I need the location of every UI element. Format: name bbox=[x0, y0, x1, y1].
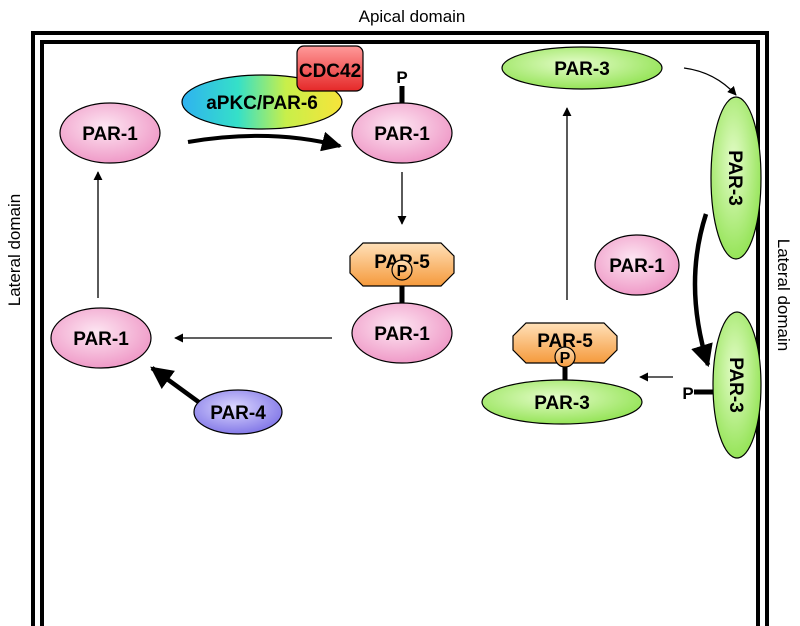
par1-top-left-node: PAR-1 bbox=[59, 102, 161, 164]
par3-label: PAR-3 bbox=[554, 59, 610, 80]
par5-par1-complex: PAR-5 P PAR-1 bbox=[349, 242, 455, 364]
par4-node: PAR-4 bbox=[193, 389, 283, 435]
par3-label: PAR-3 bbox=[534, 393, 590, 414]
arrow-par3-to-membrane bbox=[683, 67, 737, 96]
arrow-par4-to-par1 bbox=[150, 366, 202, 405]
cell-membrane bbox=[31, 31, 769, 626]
par1-label: PAR-1 bbox=[73, 329, 129, 350]
apkc-par6-label: aPKC/PAR-6 bbox=[206, 93, 318, 114]
phospho-circle bbox=[554, 346, 576, 368]
par1-phosphorylated-node: P PAR-1 bbox=[351, 68, 453, 164]
par1-label: PAR-1 bbox=[82, 124, 138, 145]
par3-ellipse bbox=[501, 46, 663, 90]
apical-domain-label: Apical domain bbox=[359, 7, 466, 26]
par1-ellipse bbox=[351, 302, 453, 364]
right-cycle-arrows bbox=[562, 67, 737, 382]
par3-vertical-top-node: PAR-3 bbox=[710, 96, 762, 260]
phospho-p-label: P bbox=[682, 384, 693, 403]
par4-ellipse bbox=[193, 389, 283, 435]
par1-label: PAR-1 bbox=[609, 256, 665, 277]
par1-left-node: PAR-1 bbox=[50, 307, 152, 369]
par3-vertical-phosphorylated-node: P PAR-3 bbox=[682, 311, 762, 459]
par3-ellipse bbox=[710, 96, 762, 260]
phospho-circle bbox=[391, 259, 413, 281]
cdc42-label: CDC42 bbox=[299, 61, 361, 82]
par3-ellipse bbox=[712, 311, 762, 459]
arrow-par1-phosphorylates-par3 bbox=[691, 213, 713, 368]
par1-right-node: PAR-1 bbox=[594, 234, 680, 296]
phospho-p-label: P bbox=[396, 68, 407, 87]
par1-label: PAR-1 bbox=[374, 124, 430, 145]
left-cycle-arrows bbox=[93, 131, 407, 405]
par3-top-node: PAR-3 bbox=[501, 46, 663, 90]
par1-ellipse bbox=[594, 234, 680, 296]
par1-ellipse bbox=[50, 307, 152, 369]
par3-ellipse bbox=[481, 379, 643, 425]
cdc42-node: CDC42 bbox=[296, 45, 364, 92]
cdc42-box bbox=[296, 45, 364, 92]
par3-label: PAR-3 bbox=[725, 357, 746, 413]
lateral-domain-left-label: Lateral domain bbox=[5, 194, 24, 306]
par4-label: PAR-4 bbox=[210, 403, 266, 424]
par3-label: PAR-3 bbox=[724, 150, 745, 206]
par5-label: PAR-5 bbox=[537, 331, 593, 352]
phospho-p-label: P bbox=[560, 350, 571, 367]
lateral-domain-right-label: Lateral domain bbox=[774, 239, 793, 351]
phospho-p-label: P bbox=[397, 263, 408, 280]
phosphorylation-arrow bbox=[187, 131, 342, 152]
par1-ellipse bbox=[351, 102, 453, 164]
par1-ellipse bbox=[59, 102, 161, 164]
par5-par3-complex: PAR-5 P PAR-3 bbox=[481, 322, 643, 425]
par1-label: PAR-1 bbox=[374, 324, 430, 345]
par5-octagon bbox=[512, 322, 618, 364]
